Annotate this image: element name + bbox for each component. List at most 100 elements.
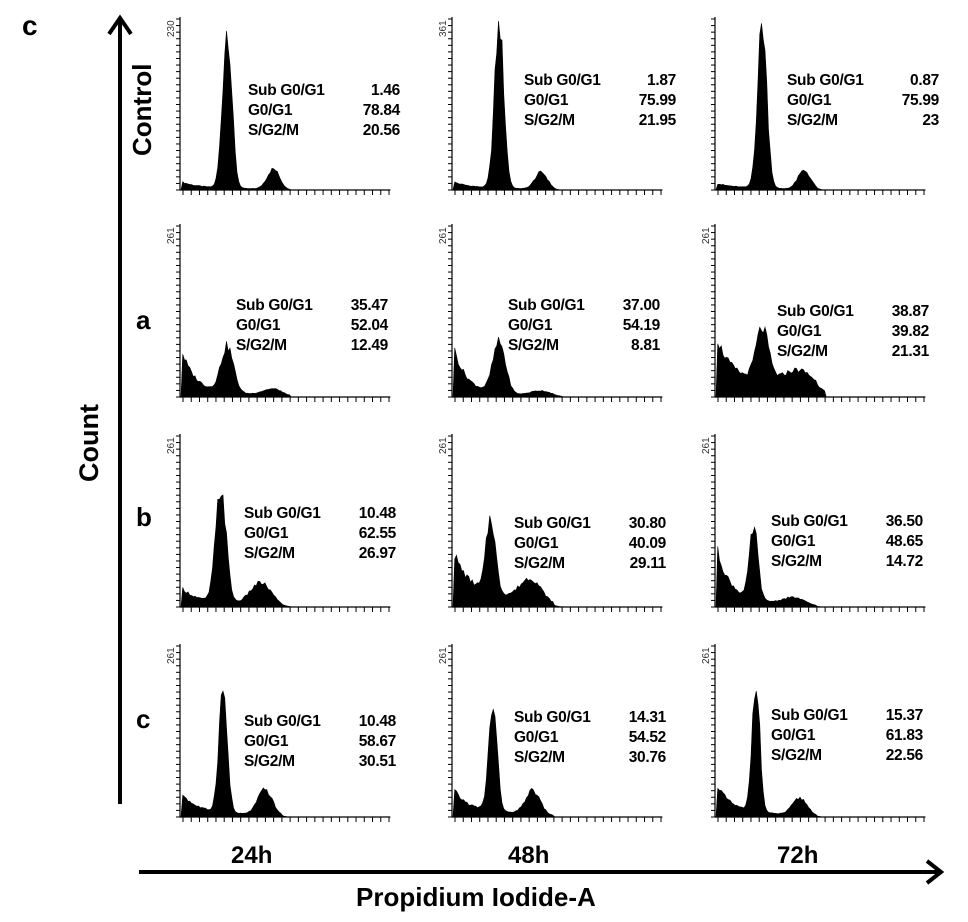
stat-row: S/G2/M 29.11 xyxy=(514,554,666,574)
stat-row: Sub G0/G1 15.37 xyxy=(771,706,923,726)
stat-row: S/G2/M 14.72 xyxy=(771,552,923,572)
stat-label: G0/G1 xyxy=(244,733,289,750)
stat-value: 21.31 xyxy=(891,343,930,360)
stat-label: Sub G0/G1 xyxy=(244,713,321,730)
row-label-control: Control xyxy=(127,63,157,156)
stat-value: 26.97 xyxy=(358,545,397,562)
stat-label: S/G2/M xyxy=(248,122,299,139)
stat-value: 37.00 xyxy=(622,297,661,314)
cell-cycle-stats: Sub G0/G1 30.80 G0/G1 40.09 S/G2/M 29.11 xyxy=(514,514,666,574)
stat-row: S/G2/M 21.95 xyxy=(524,111,676,131)
time-label-72h: 72h xyxy=(777,842,819,869)
stat-label: S/G2/M xyxy=(514,749,565,766)
stat-row: S/G2/M 22.56 xyxy=(771,746,923,766)
stat-value: 12.49 xyxy=(350,337,389,354)
stat-value: 35.47 xyxy=(350,297,389,314)
stat-row: S/G2/M 26.97 xyxy=(244,544,396,564)
stat-value: 22.56 xyxy=(885,747,924,764)
stat-row: S/G2/M 23 xyxy=(787,111,939,131)
stat-label: S/G2/M xyxy=(514,555,565,572)
stat-row: S/G2/M 30.51 xyxy=(244,752,396,772)
y-max-label: 361 xyxy=(438,20,449,37)
stat-label: Sub G0/G1 xyxy=(777,303,854,320)
stat-value: 1.46 xyxy=(371,82,400,99)
stat-row: G0/G1 75.99 xyxy=(787,91,939,111)
stat-label: G0/G1 xyxy=(248,102,293,119)
stat-value: 10.48 xyxy=(358,505,397,522)
stat-value: 75.99 xyxy=(901,92,940,109)
stat-row: Sub G0/G1 37.00 xyxy=(508,296,660,316)
stat-row: S/G2/M 20.56 xyxy=(248,121,400,141)
stat-label: S/G2/M xyxy=(771,747,822,764)
stat-value: 0.87 xyxy=(910,72,939,89)
cell-cycle-stats: Sub G0/G1 37.00 G0/G1 54.19 S/G2/M 8.81 xyxy=(508,296,660,356)
histogram-panel: 261 xyxy=(701,224,926,402)
stat-value: 1.87 xyxy=(647,72,676,89)
stat-label: G0/G1 xyxy=(777,323,822,340)
cell-cycle-stats: Sub G0/G1 35.47 G0/G1 52.04 S/G2/M 12.49 xyxy=(236,296,388,356)
stat-row: G0/G1 62.55 xyxy=(244,524,396,544)
histogram-panel: 261 xyxy=(438,224,663,402)
cell-cycle-stats: Sub G0/G1 36.50 G0/G1 48.65 S/G2/M 14.72 xyxy=(771,512,923,572)
histogram-panel: 261 xyxy=(166,224,391,402)
stat-row: G0/G1 40.09 xyxy=(514,534,666,554)
stat-label: S/G2/M xyxy=(236,337,287,354)
stat-row: S/G2/M 8.81 xyxy=(508,336,660,356)
y-max-label: 261 xyxy=(438,227,449,244)
stat-value: 21.95 xyxy=(638,112,677,129)
cell-cycle-stats: Sub G0/G1 10.48 G0/G1 62.55 S/G2/M 26.97 xyxy=(244,504,396,564)
stat-value: 20.56 xyxy=(362,122,401,139)
histogram-panel: 261 xyxy=(166,644,391,822)
stat-row: G0/G1 78.84 xyxy=(248,101,400,121)
stat-row: Sub G0/G1 35.47 xyxy=(236,296,388,316)
x-axis-arrow xyxy=(139,859,945,885)
cell-cycle-stats: Sub G0/G1 38.87 G0/G1 39.82 S/G2/M 21.31 xyxy=(777,302,929,362)
y-max-label: 261 xyxy=(701,647,712,664)
stat-value: 62.55 xyxy=(358,525,397,542)
stat-row: G0/G1 39.82 xyxy=(777,322,929,342)
stat-value: 10.48 xyxy=(358,713,397,730)
stat-label: S/G2/M xyxy=(244,753,295,770)
stat-label: G0/G1 xyxy=(236,317,281,334)
stat-row: G0/G1 58.67 xyxy=(244,732,396,752)
cell-cycle-stats: Sub G0/G1 15.37 G0/G1 61.83 S/G2/M 22.56 xyxy=(771,706,923,766)
stat-value: 52.04 xyxy=(350,317,389,334)
stat-row: Sub G0/G1 38.87 xyxy=(777,302,929,322)
stat-label: S/G2/M xyxy=(777,343,828,360)
stat-label: G0/G1 xyxy=(524,92,569,109)
dna-content-histogram xyxy=(715,325,926,398)
time-label-48h: 48h xyxy=(508,842,550,869)
cell-cycle-stats: Sub G0/G1 14.31 G0/G1 54.52 S/G2/M 30.76 xyxy=(514,708,666,768)
stat-row: Sub G0/G1 10.48 xyxy=(244,712,396,732)
y-max-label: 230 xyxy=(166,20,177,37)
stat-row: G0/G1 54.52 xyxy=(514,728,666,748)
y-max-label: 261 xyxy=(701,227,712,244)
y-max-label: 261 xyxy=(166,227,177,244)
stat-value: 8.81 xyxy=(631,337,660,354)
stat-label: S/G2/M xyxy=(787,112,838,129)
row-label-b: b xyxy=(136,502,152,532)
stat-value: 75.99 xyxy=(638,92,677,109)
stat-row: Sub G0/G1 14.31 xyxy=(514,708,666,728)
stat-row: G0/G1 48.65 xyxy=(771,532,923,552)
y-axis-arrow xyxy=(107,14,133,804)
stat-value: 58.67 xyxy=(358,733,397,750)
stat-label: Sub G0/G1 xyxy=(248,82,325,99)
cell-cycle-stats: Sub G0/G1 1.87 G0/G1 75.99 S/G2/M 21.95 xyxy=(524,71,676,131)
stat-value: 48.65 xyxy=(885,533,924,550)
dna-content-histogram xyxy=(180,341,391,398)
cell-cycle-stats: Sub G0/G1 10.48 G0/G1 58.67 S/G2/M 30.51 xyxy=(244,712,396,772)
stat-label: Sub G0/G1 xyxy=(514,515,591,532)
stat-value: 30.51 xyxy=(358,753,397,770)
stat-label: Sub G0/G1 xyxy=(508,297,585,314)
histogram-panel xyxy=(711,17,926,195)
dna-content-histogram xyxy=(715,526,926,608)
stat-label: G0/G1 xyxy=(771,727,816,744)
histogram-panel: 361 xyxy=(438,17,663,195)
stat-value: 14.72 xyxy=(885,553,924,570)
dna-content-histogram xyxy=(452,337,663,398)
stat-value: 38.87 xyxy=(891,303,930,320)
stat-value: 54.52 xyxy=(628,729,667,746)
stat-label: Sub G0/G1 xyxy=(236,297,313,314)
stat-value: 29.11 xyxy=(629,555,667,572)
